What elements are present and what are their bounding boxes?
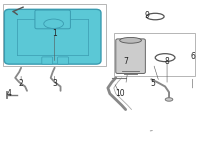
- FancyBboxPatch shape: [4, 9, 101, 64]
- FancyBboxPatch shape: [116, 39, 145, 74]
- Text: 10: 10: [115, 89, 125, 98]
- FancyBboxPatch shape: [58, 57, 68, 64]
- Ellipse shape: [165, 98, 173, 101]
- Text: 9: 9: [145, 11, 150, 20]
- Ellipse shape: [120, 37, 141, 43]
- Text: 8: 8: [165, 57, 169, 66]
- Text: 3: 3: [52, 79, 57, 88]
- Text: 1: 1: [52, 29, 57, 38]
- Text: 5: 5: [151, 79, 156, 88]
- Text: 4: 4: [7, 89, 12, 98]
- Text: 7: 7: [123, 57, 128, 66]
- Text: 2: 2: [19, 79, 23, 88]
- Text: 6: 6: [190, 52, 195, 61]
- FancyBboxPatch shape: [42, 57, 53, 64]
- FancyBboxPatch shape: [35, 10, 70, 29]
